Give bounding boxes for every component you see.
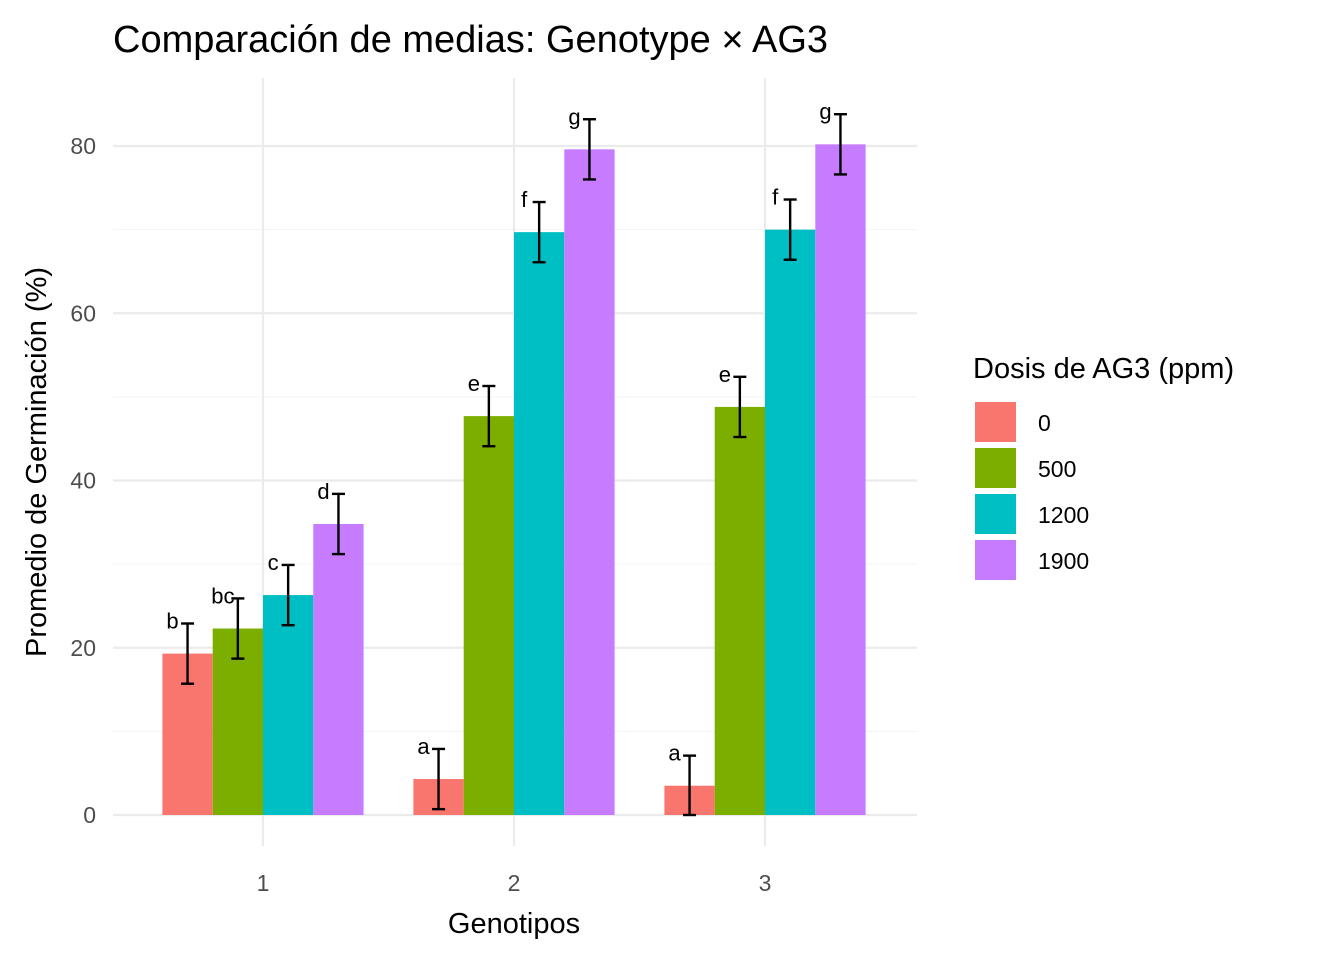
- y-tick-label: 80: [70, 133, 96, 159]
- y-tick-label: 0: [83, 802, 96, 828]
- bar: [463, 416, 514, 815]
- legend-label: 1200: [1038, 502, 1089, 528]
- legend-title: Dosis de AG3 (ppm): [973, 353, 1234, 385]
- legend-swatch: [975, 494, 1016, 534]
- bar-label: e: [719, 362, 731, 387]
- x-tick-label: 2: [508, 870, 521, 896]
- legend-items: 0 500 1200 1900: [975, 402, 1089, 580]
- bar-label: f: [521, 187, 528, 212]
- y-tick-label: 20: [70, 635, 96, 661]
- bar-labels-group: b a a bc e e c f f d g g: [166, 99, 831, 765]
- bar-label: b: [166, 609, 178, 634]
- bar: [313, 523, 364, 815]
- legend-swatch: [975, 540, 1016, 580]
- x-axis-ticks: 1 2 3: [257, 870, 772, 896]
- bar: [765, 229, 816, 815]
- bar-label: c: [268, 550, 279, 575]
- bar-label: d: [317, 479, 329, 504]
- bar-label: g: [568, 104, 580, 129]
- legend-label: 500: [1038, 456, 1076, 482]
- bar: [815, 144, 866, 815]
- chart-title: Comparación de medias: Genotype × AG3: [113, 19, 828, 61]
- y-tick-label: 60: [70, 300, 96, 326]
- bar-label: bc: [211, 583, 234, 608]
- bar-label: a: [668, 741, 681, 766]
- y-axis-title: Promedio de Germinación (%): [21, 267, 53, 657]
- bar: [514, 232, 565, 816]
- legend-swatch: [975, 448, 1016, 488]
- legend-label: 0: [1038, 410, 1051, 436]
- legend: Dosis de AG3 (ppm) 0 500 1200 1900: [973, 353, 1234, 580]
- x-tick-label: 1: [257, 870, 270, 896]
- bar-label: a: [417, 734, 430, 759]
- error-bars-group: [181, 113, 847, 817]
- x-axis-title: Genotipos: [448, 908, 580, 940]
- legend-swatch: [975, 402, 1016, 442]
- bar: [564, 149, 615, 816]
- bar-label: e: [468, 371, 480, 396]
- x-tick-label: 3: [759, 870, 772, 896]
- legend-label: 1900: [1038, 548, 1089, 574]
- bars-group: [162, 144, 866, 816]
- bar: [714, 406, 765, 815]
- bar-label: g: [819, 99, 831, 124]
- y-axis-ticks: 0 20 40 60 80: [70, 133, 96, 828]
- bar: [263, 595, 314, 815]
- bar-label: f: [772, 185, 779, 210]
- y-tick-label: 40: [70, 468, 96, 494]
